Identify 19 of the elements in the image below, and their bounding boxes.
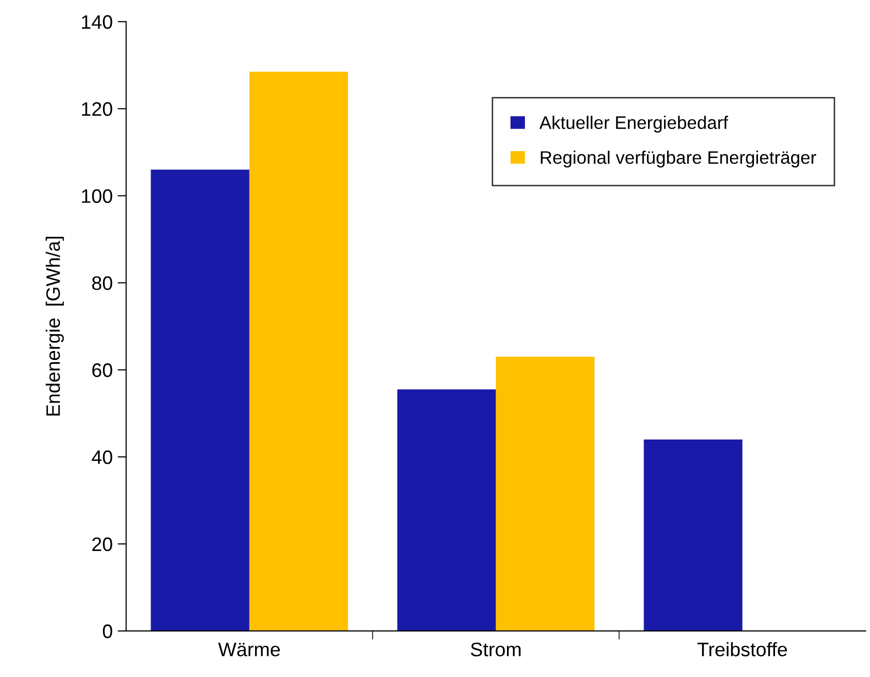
y-tick-label: 60 — [92, 363, 112, 378]
x-tick-label: Treibstoffe — [697, 642, 787, 656]
y-tick-label: 140 — [82, 15, 112, 29]
y-axis-title: Endenergie [GWh/a] — [46, 236, 64, 416]
bar — [644, 439, 742, 631]
x-tick-label: Strom — [470, 642, 521, 656]
bar — [397, 389, 496, 631]
bar — [249, 72, 348, 631]
y-tick-label: 20 — [92, 537, 112, 552]
bar — [496, 356, 594, 631]
legend-label: Regional verfügbare Energieträger — [540, 150, 816, 168]
y-tick-label: 80 — [92, 276, 112, 290]
y-tick-label: 120 — [82, 102, 112, 116]
legend-label: Aktueller Energiebedarf — [539, 116, 728, 133]
y-tick-label: 100 — [82, 189, 112, 203]
x-tick-label: Wärme — [218, 642, 280, 656]
y-tick-label: 0 — [102, 624, 112, 638]
y-tick-label: 40 — [92, 450, 112, 464]
bar — [150, 170, 250, 631]
